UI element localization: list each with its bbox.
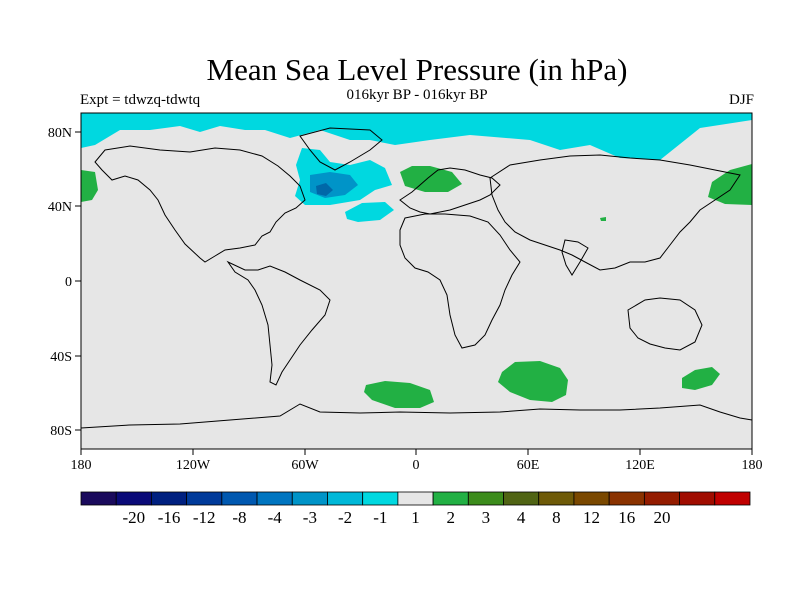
coastline-south-america [226, 260, 331, 386]
coastline-india [561, 239, 589, 276]
colorbar-swatch [221, 491, 258, 506]
colorbar-tick-label: 20 [653, 508, 670, 527]
colorbar-tick-label: -4 [268, 508, 283, 527]
positive-region-nw-pacific-west [81, 170, 98, 202]
colorbar-tick-label: 8 [552, 508, 561, 527]
colorbar-tick-label: -1 [373, 508, 387, 527]
experiment-label: Expt = tdwzq-tdwtq [80, 92, 201, 108]
map-title: Mean Sea Level Pressure (in hPa) [206, 52, 628, 87]
colorbar-tick-label: -3 [303, 508, 317, 527]
x-tick-label: 120W [176, 458, 211, 473]
colorbar-swatch [151, 491, 188, 506]
colorbar-tick-label: 4 [517, 508, 526, 527]
colorbar-tick-label: 2 [446, 508, 455, 527]
coastlines [80, 127, 753, 429]
colorbar-tick-label: -2 [338, 508, 352, 527]
positive-region-s-atlantic [364, 381, 434, 408]
colorbar-swatch [467, 491, 504, 506]
y-tick-label: 80N [48, 126, 72, 141]
negative-region-arctic [81, 113, 752, 160]
axis-ticks [75, 131, 753, 455]
colorbar-swatch [538, 491, 575, 506]
colorbar-tick-label: 3 [482, 508, 491, 527]
colorbar-swatch [291, 491, 328, 506]
coastline-africa [399, 213, 521, 349]
colorbar-tick-label: 1 [411, 508, 420, 527]
colorbar-tick-label: -8 [232, 508, 246, 527]
positive-region-small-asia [600, 217, 606, 221]
negative-region-greenland [303, 150, 322, 168]
colorbar-swatch [115, 491, 152, 506]
colorbar [80, 491, 751, 506]
colorbar-swatch [714, 491, 751, 506]
y-tick-label: 40N [48, 200, 72, 215]
coastline-greenland [299, 127, 383, 171]
negative-region-midatlantic [345, 202, 394, 222]
colorbar-swatch [327, 491, 364, 506]
x-tick-label: 180 [742, 458, 763, 473]
colorbar-swatch [503, 491, 540, 506]
map-subtitle: 016kyr BP - 016kyr BP [346, 87, 488, 103]
colorbar-swatch [80, 491, 117, 506]
colorbar-labels: -20 -16 -12 -8 -4 -3 -2 -1 1 2 3 4 8 12 16 20 [122, 508, 670, 527]
colorbar-swatch [186, 491, 223, 506]
anomaly-shading [81, 113, 752, 408]
negative-region-labrador-core [316, 183, 333, 196]
colorbar-tick-label: 12 [583, 508, 600, 527]
x-axis-labels: 180 120W 60W 0 60E 120E 180 [71, 458, 763, 473]
x-tick-label: 60E [517, 458, 540, 473]
positive-region-nw-pacific-east [708, 164, 752, 205]
colorbar-swatch [397, 491, 434, 506]
colorbar-tick-label: -12 [193, 508, 216, 527]
positive-region-s-australia [682, 367, 720, 390]
y-tick-label: 80S [50, 424, 72, 439]
colorbar-tick-label: -20 [122, 508, 145, 527]
y-tick-label: 40S [50, 350, 72, 365]
colorbar-swatch [573, 491, 610, 506]
colorbar-swatch [679, 491, 716, 506]
coastline-asia [489, 154, 741, 271]
colorbar-swatch [608, 491, 645, 506]
colorbar-swatch [643, 491, 680, 506]
coastline-north-america [94, 145, 306, 263]
colorbar-swatch [256, 491, 293, 506]
y-tick-label: 0 [65, 275, 72, 290]
colorbar-tick-label: 16 [618, 508, 635, 527]
season-label: DJF [728, 92, 754, 108]
x-tick-label: 120E [625, 458, 655, 473]
x-tick-label: 0 [413, 458, 420, 473]
x-tick-label: 180 [71, 458, 92, 473]
colorbar-tick-label: -16 [158, 508, 181, 527]
positive-region-s-indian [498, 361, 568, 402]
colorbar-swatch [432, 491, 469, 506]
positive-region-scandinavia [400, 166, 462, 192]
coastline-antarctica [80, 403, 753, 429]
y-axis-labels: 80N 40N 0 40S 80S [48, 126, 72, 439]
x-tick-label: 60W [291, 458, 319, 473]
coastline-australia [627, 297, 703, 351]
colorbar-swatch [362, 491, 399, 506]
